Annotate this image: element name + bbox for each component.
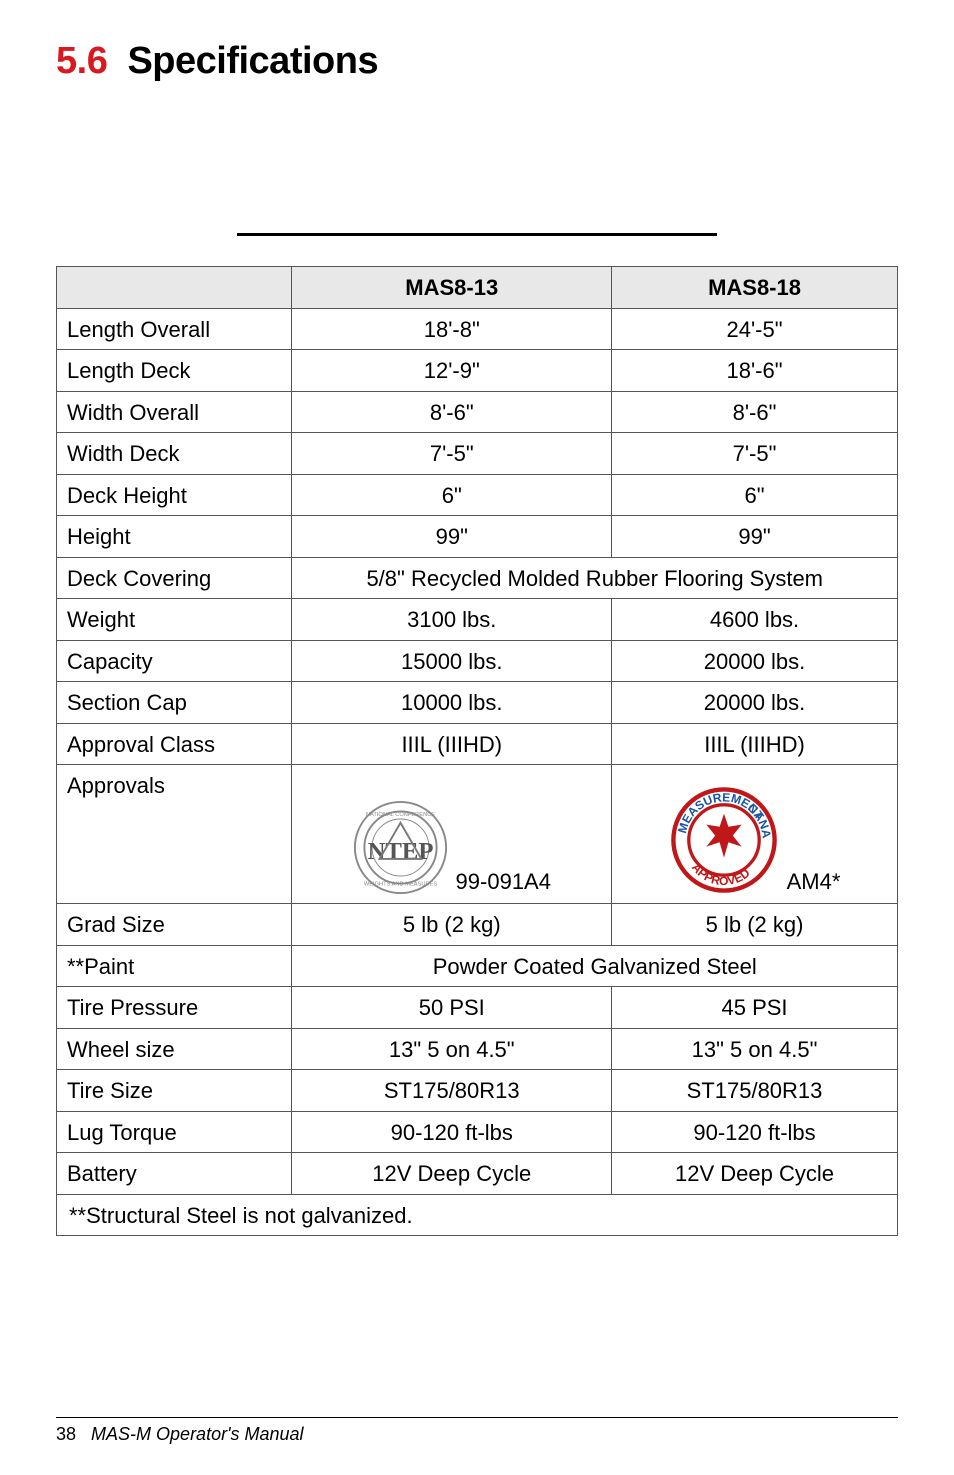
row-value-2: 18'-6" bbox=[612, 350, 898, 392]
table-row: Width Deck7'-5"7'-5" bbox=[57, 433, 898, 475]
row-label: Wheel size bbox=[57, 1028, 292, 1070]
row-value-2: 12V Deep Cycle bbox=[612, 1153, 898, 1195]
row-value-1: 5 lb (2 kg) bbox=[292, 904, 612, 946]
row-value-1: 12'-9" bbox=[292, 350, 612, 392]
section-heading: Specifications bbox=[127, 40, 378, 82]
table-row: Approval ClassIIIL (IIIHD)IIIL (IIIHD) bbox=[57, 723, 898, 765]
table-row: Width Overall8'-6"8'-6" bbox=[57, 391, 898, 433]
horizontal-rule bbox=[237, 233, 717, 236]
table-row: Battery12V Deep Cycle12V Deep Cycle bbox=[57, 1153, 898, 1195]
row-value-2: 5 lb (2 kg) bbox=[612, 904, 898, 946]
row-value-2: 20000 lbs. bbox=[612, 640, 898, 682]
row-value-1: 90-120 ft-lbs bbox=[292, 1111, 612, 1153]
table-footnote-row: **Structural Steel is not galvanized. bbox=[57, 1194, 898, 1236]
row-value-1: 99" bbox=[292, 516, 612, 558]
row-label: Weight bbox=[57, 599, 292, 641]
row-label: Tire Pressure bbox=[57, 987, 292, 1029]
row-label: Approval Class bbox=[57, 723, 292, 765]
row-value-1: IIIL (IIIHD) bbox=[292, 723, 612, 765]
row-value-1: 10000 lbs. bbox=[292, 682, 612, 724]
row-label: Deck Height bbox=[57, 474, 292, 516]
row-label: Capacity bbox=[57, 640, 292, 682]
row-value-1: 8'-6" bbox=[292, 391, 612, 433]
row-value-1: 7'-5" bbox=[292, 433, 612, 475]
row-label: Lug Torque bbox=[57, 1111, 292, 1153]
section-number: 5.6 bbox=[56, 40, 107, 82]
seal-caption: 99-091A4 bbox=[456, 868, 551, 896]
page-footer: 38 MAS-M Operator's Manual bbox=[56, 1417, 898, 1445]
row-label: Length Overall bbox=[57, 308, 292, 350]
page-number: 38 bbox=[56, 1424, 76, 1445]
manual-title: MAS-M Operator's Manual bbox=[91, 1424, 304, 1444]
table-row: Weight3100 lbs.4600 lbs. bbox=[57, 599, 898, 641]
row-value-1: 18'-8" bbox=[292, 308, 612, 350]
row-value-2: 4600 lbs. bbox=[612, 599, 898, 641]
approval-seal-cell: NATIONAL CONFERENCE WEIGHTS AND MEASURES N… bbox=[292, 765, 612, 904]
row-value-2: 90-120 ft-lbs bbox=[612, 1111, 898, 1153]
table-row: Lug Torque90-120 ft-lbs90-120 ft-lbs bbox=[57, 1111, 898, 1153]
ntep-seal-icon: NATIONAL CONFERENCE WEIGHTS AND MEASURES N… bbox=[353, 800, 448, 895]
row-value-2: 24'-5" bbox=[612, 308, 898, 350]
table-row: Tire Pressure50 PSI45 PSI bbox=[57, 987, 898, 1029]
table-row: Tire SizeST175/80R13ST175/80R13 bbox=[57, 1070, 898, 1112]
row-label: Length Deck bbox=[57, 350, 292, 392]
table-footnote: **Structural Steel is not galvanized. bbox=[57, 1194, 898, 1236]
table-row: Deck Height6"6" bbox=[57, 474, 898, 516]
row-value-2: 20000 lbs. bbox=[612, 682, 898, 724]
measurement-canada-seal-icon: MEASUREMENTCANADAAPPROVED bbox=[669, 785, 779, 895]
row-spanned-value: 5/8" Recycled Molded Rubber Flooring Sys… bbox=[292, 557, 898, 599]
header-model-2: MAS8-18 bbox=[612, 267, 898, 309]
table-row: Section Cap10000 lbs.20000 lbs. bbox=[57, 682, 898, 724]
table-row: Length Deck12'-9"18'-6" bbox=[57, 350, 898, 392]
table-header-row: MAS8-13 MAS8-18 bbox=[57, 267, 898, 309]
specifications-table: MAS8-13 MAS8-18 Length Overall18'-8"24'-… bbox=[56, 266, 898, 1236]
row-value-1: 3100 lbs. bbox=[292, 599, 612, 641]
table-row: Approvals NATIONAL CONFERENCE WEIGHTS AND … bbox=[57, 765, 898, 904]
row-value-2: 6" bbox=[612, 474, 898, 516]
row-label: Section Cap bbox=[57, 682, 292, 724]
header-blank bbox=[57, 267, 292, 309]
row-label: Width Overall bbox=[57, 391, 292, 433]
svg-text:WEIGHTS AND MEASURES: WEIGHTS AND MEASURES bbox=[363, 882, 437, 888]
table-row: Deck Covering5/8" Recycled Molded Rubber… bbox=[57, 557, 898, 599]
row-value-1: 15000 lbs. bbox=[292, 640, 612, 682]
table-row: Height99"99" bbox=[57, 516, 898, 558]
section-title: 5.6 Specifications bbox=[56, 40, 898, 83]
row-label: Battery bbox=[57, 1153, 292, 1195]
row-value-2: ST175/80R13 bbox=[612, 1070, 898, 1112]
row-spanned-value: Powder Coated Galvanized Steel bbox=[292, 945, 898, 987]
row-label: Deck Covering bbox=[57, 557, 292, 599]
table-row: Grad Size5 lb (2 kg)5 lb (2 kg) bbox=[57, 904, 898, 946]
row-value-1: ST175/80R13 bbox=[292, 1070, 612, 1112]
row-label: **Paint bbox=[57, 945, 292, 987]
row-value-2: IIIL (IIIHD) bbox=[612, 723, 898, 765]
table-row: Capacity15000 lbs.20000 lbs. bbox=[57, 640, 898, 682]
svg-text:NATIONAL CONFERENCE: NATIONAL CONFERENCE bbox=[365, 812, 434, 818]
row-value-2: 7'-5" bbox=[612, 433, 898, 475]
row-value-1: 50 PSI bbox=[292, 987, 612, 1029]
row-value-2: 13" 5 on 4.5" bbox=[612, 1028, 898, 1070]
approval-seal-cell: MEASUREMENTCANADAAPPROVED AM4* bbox=[612, 765, 898, 904]
row-value-1: 12V Deep Cycle bbox=[292, 1153, 612, 1195]
row-value-1: 6" bbox=[292, 474, 612, 516]
table-row: **PaintPowder Coated Galvanized Steel bbox=[57, 945, 898, 987]
row-value-2: 8'-6" bbox=[612, 391, 898, 433]
row-value-2: 99" bbox=[612, 516, 898, 558]
row-label: Approvals bbox=[57, 765, 292, 904]
row-label: Height bbox=[57, 516, 292, 558]
header-model-1: MAS8-13 bbox=[292, 267, 612, 309]
row-value-2: 45 PSI bbox=[612, 987, 898, 1029]
table-row: Wheel size13" 5 on 4.5"13" 5 on 4.5" bbox=[57, 1028, 898, 1070]
table-row: Length Overall18'-8"24'-5" bbox=[57, 308, 898, 350]
row-label: Grad Size bbox=[57, 904, 292, 946]
seal-caption: AM4* bbox=[787, 868, 841, 896]
row-label: Width Deck bbox=[57, 433, 292, 475]
svg-text:NTEP: NTEP bbox=[367, 838, 433, 865]
row-label: Tire Size bbox=[57, 1070, 292, 1112]
row-value-1: 13" 5 on 4.5" bbox=[292, 1028, 612, 1070]
